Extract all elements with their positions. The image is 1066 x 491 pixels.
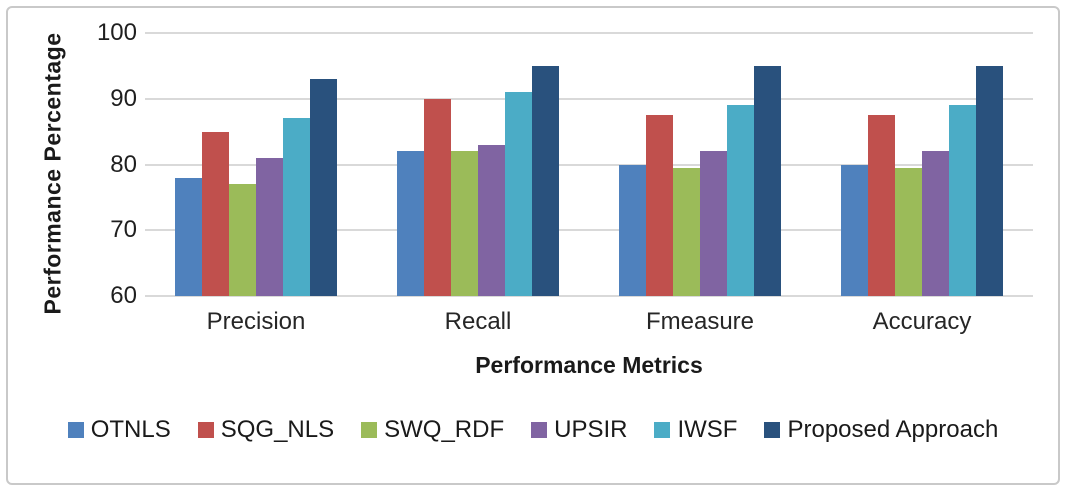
legend-swatch-icon [361, 422, 378, 438]
bar-swq-rdf-recall [451, 151, 478, 296]
bar-otnls-precision [175, 177, 202, 296]
legend-label: OTNLS [90, 416, 171, 443]
legend-item-swq-rdf: SWQ_RDF [361, 416, 504, 444]
legend-label: SWQ_RDF [384, 416, 505, 443]
legend-label: Proposed Approach [787, 416, 999, 443]
y-axis-title: Performance Percentage [39, 32, 66, 315]
bar-iwsf-precision [283, 118, 310, 296]
bar-group-precision [145, 33, 367, 296]
x-category-label-recall: Recall [444, 308, 512, 335]
bar-swq-rdf-precision [229, 184, 256, 296]
legend-swatch-icon [197, 422, 214, 438]
bar-sqg-nls-fmeasure [646, 115, 673, 296]
legend-item-upsir: UPSIR [531, 416, 627, 444]
bar-group-recall [367, 33, 589, 296]
legend-swatch-icon [67, 422, 84, 438]
x-category-label-precision: Precision [206, 308, 306, 335]
bar-proposed-approach-recall [532, 65, 559, 296]
gridline-60 [145, 295, 1033, 297]
gridline-90 [145, 97, 1033, 100]
bar-group-accuracy [811, 33, 1033, 296]
y-tick-label-100: 100 [96, 19, 137, 46]
gridline-80 [145, 163, 1033, 166]
y-tick-label-80: 80 [110, 150, 137, 178]
bar-swq-rdf-accuracy [895, 167, 922, 296]
legend-label: UPSIR [554, 416, 628, 443]
x-axis-title: Performance Metrics [475, 352, 703, 378]
bar-iwsf-recall [505, 92, 532, 296]
bar-upsir-fmeasure [700, 151, 727, 296]
legend: OTNLS SQG_NLS SWQ_RDF UPSIR IWSF Proposed App… [0, 416, 1066, 444]
bar-proposed-approach-precision [310, 79, 337, 296]
legend-swatch-icon [654, 422, 671, 438]
x-category-label-fmeasure: Fmeasure [645, 308, 755, 335]
bar-sqg-nls-precision [202, 131, 229, 296]
bar-upsir-precision [256, 157, 283, 296]
y-tick-label-70: 70 [110, 216, 137, 244]
bar-upsir-accuracy [922, 151, 949, 296]
bar-groups [145, 33, 1033, 296]
bar-swq-rdf-fmeasure [673, 167, 700, 296]
x-category-label-accuracy: Accuracy [872, 308, 972, 335]
gridline-100 [145, 32, 1033, 34]
plot-area [145, 32, 1033, 297]
legend-item-iwsf: IWSF [654, 416, 737, 444]
legend-label: IWSF [677, 416, 738, 443]
bar-otnls-fmeasure [619, 164, 646, 296]
legend-item-sqg-nls: SQG_NLS [197, 416, 335, 444]
bar-iwsf-accuracy [949, 105, 976, 296]
gridline-70 [145, 229, 1033, 232]
legend-item-otnls: OTNLS [67, 416, 171, 444]
y-tick-label-90: 90 [110, 84, 137, 112]
bar-otnls-accuracy [841, 164, 868, 296]
legend-swatch-icon [531, 422, 548, 438]
bar-proposed-approach-fmeasure [754, 65, 781, 296]
legend-label: SQG_NLS [220, 416, 335, 443]
bar-sqg-nls-recall [424, 98, 451, 296]
y-tick-label-60: 60 [110, 282, 137, 309]
bar-iwsf-fmeasure [727, 105, 754, 296]
legend-item-proposed-approach: Proposed Approach [764, 416, 998, 444]
bar-proposed-approach-accuracy [976, 65, 1003, 296]
bar-sqg-nls-accuracy [868, 115, 895, 296]
bar-group-fmeasure [589, 33, 811, 296]
bar-otnls-recall [397, 151, 424, 296]
legend-swatch-icon [764, 422, 781, 438]
bar-upsir-recall [478, 144, 505, 296]
